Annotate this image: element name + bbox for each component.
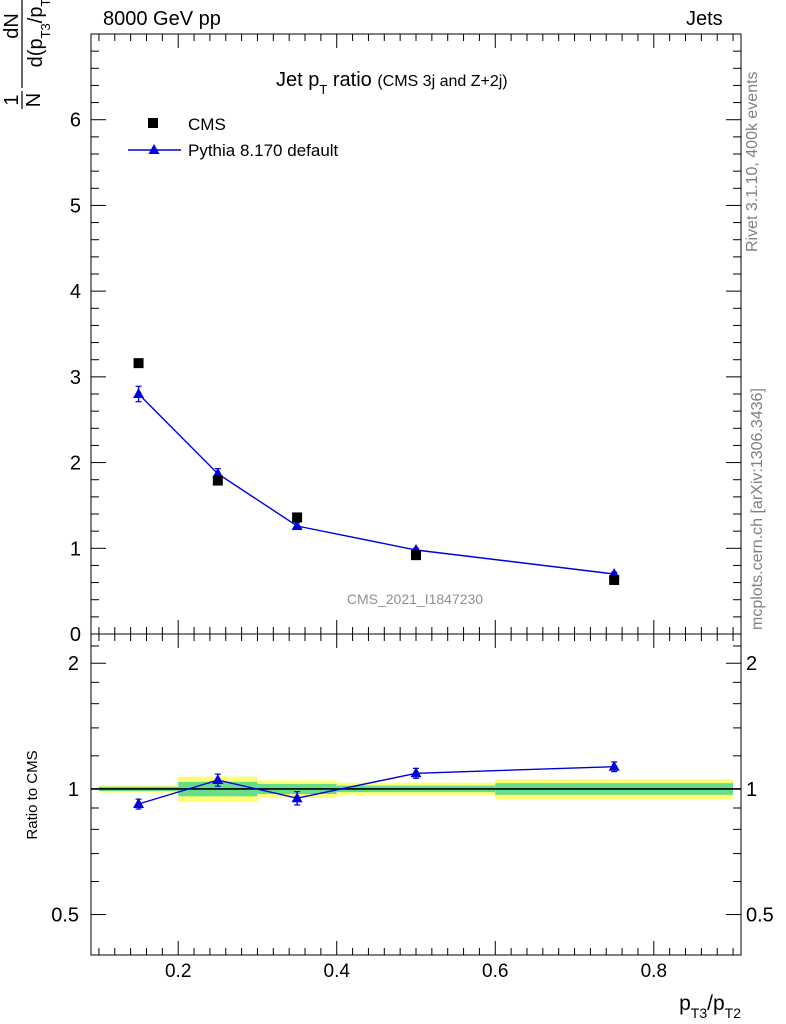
- ratio-y-axis-label: Ratio to CMS: [24, 750, 41, 839]
- y-tick-label: 0: [70, 624, 81, 646]
- ratio-tick-label-right: 2: [746, 653, 757, 675]
- y-tick-label: 2: [70, 453, 81, 475]
- ratio-tick-label-left: 1: [68, 779, 79, 801]
- y-tick-label: 1: [70, 538, 81, 560]
- y-tick-label: 3: [70, 367, 81, 389]
- header-energy: 8000 GeV pp: [103, 8, 221, 30]
- ratio-point: [212, 774, 224, 785]
- ratio-tick-label-left: 0.5: [51, 905, 79, 927]
- ratio-point: [608, 760, 620, 771]
- analysis-watermark: CMS_2021_I1847230: [347, 591, 483, 607]
- cms-point: [133, 358, 144, 369]
- ratio-point: [291, 792, 303, 803]
- y-label-n: N: [23, 93, 45, 107]
- x-tick-label: 0.4: [324, 961, 351, 982]
- main-panel-axes: [90, 33, 742, 955]
- y-label-dn: dN: [1, 13, 23, 39]
- y-tick-label: 5: [70, 195, 81, 217]
- pythia-point: [291, 520, 303, 530]
- y-tick-label: 6: [70, 110, 81, 132]
- chart-title: Jet pT ratio (CMS 3j and Z+2j): [276, 69, 508, 97]
- cms-point: [609, 575, 620, 585]
- pythia-line: [138, 393, 615, 575]
- ratio-frame: [90, 633, 742, 956]
- pythia-point: [133, 388, 145, 398]
- cms-point: [292, 512, 303, 523]
- y-label-one: 1: [1, 94, 23, 105]
- y-tick-label: 4: [70, 281, 81, 303]
- data-marks: [128, 118, 620, 810]
- side-label-mcplots: mcplots.cern.ch [arXiv:1306.3436]: [749, 388, 766, 630]
- ratio-tick-label-left: 2: [68, 653, 79, 675]
- header-category: Jets: [686, 8, 723, 30]
- legend-pythia-marker: [148, 144, 160, 154]
- y-label-denominator: d(pT3/pT2): [25, 0, 53, 67]
- legend-cms-label: CMS: [188, 115, 226, 134]
- ratio-tick-label-right: 0.5: [746, 905, 774, 927]
- ratio-point: [133, 798, 145, 809]
- side-label-rivet: Rivet 3.1.10, 400k events: [744, 71, 761, 252]
- x-tick-label: 0.2: [165, 961, 191, 982]
- cms-point: [212, 475, 223, 486]
- ratio-point: [410, 767, 422, 778]
- x-tick-label: 0.8: [641, 961, 667, 982]
- cms-point: [411, 550, 421, 561]
- ratio-panel-axes: [90, 633, 742, 956]
- legend-cms-marker: [148, 118, 158, 128]
- ratio-tick-label-right: 1: [746, 779, 757, 801]
- legend-pythia-label: Pythia 8.170 default: [188, 141, 339, 160]
- x-tick-label: 0.6: [482, 961, 508, 982]
- x-axis-label: pT3/pT2: [679, 992, 741, 1021]
- pythia-point: [212, 467, 224, 478]
